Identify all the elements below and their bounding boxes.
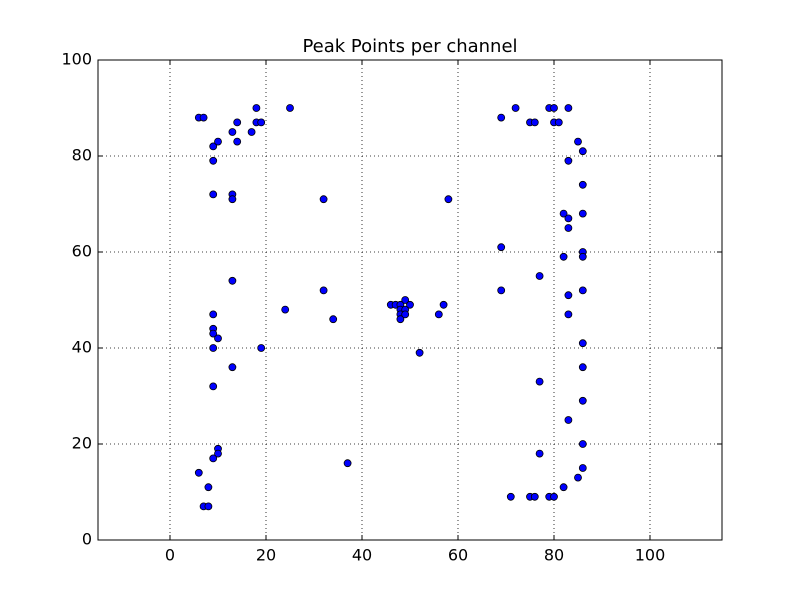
point [497, 243, 506, 252]
point [578, 464, 587, 472]
point [550, 104, 558, 112]
point [401, 310, 410, 319]
point [233, 118, 242, 127]
point [511, 104, 520, 112]
point [319, 195, 328, 204]
point [209, 382, 218, 391]
x-tick-label: 80 [544, 546, 564, 565]
point [228, 276, 237, 285]
point [329, 315, 338, 324]
point [209, 329, 218, 338]
point [209, 190, 218, 199]
point [415, 348, 424, 357]
point [194, 468, 203, 477]
point [506, 492, 515, 501]
point [578, 363, 587, 372]
point [564, 214, 573, 223]
point [257, 118, 266, 127]
point [578, 440, 587, 448]
x-tick-label: 20 [256, 546, 276, 565]
plot-frame [97, 59, 723, 541]
point [444, 195, 453, 204]
point [281, 305, 290, 314]
point [550, 492, 558, 501]
point [209, 310, 218, 319]
point [228, 128, 237, 136]
point [578, 339, 587, 348]
y-tick-label: 40 [72, 338, 92, 357]
point [209, 142, 218, 151]
x-tick-label: 0 [165, 546, 175, 565]
point [209, 454, 218, 463]
point [233, 137, 242, 146]
y-tick-label: 100 [61, 50, 92, 69]
point [439, 300, 448, 309]
point [564, 310, 573, 319]
y-tick-label: 60 [72, 242, 92, 261]
point [530, 118, 539, 127]
point [319, 286, 328, 295]
point [257, 344, 266, 352]
point [209, 344, 218, 352]
point [396, 315, 405, 324]
y-tick-label: 80 [72, 146, 92, 165]
point [214, 449, 222, 458]
point [214, 137, 222, 146]
point [228, 195, 237, 204]
point [574, 137, 582, 146]
point [401, 296, 410, 304]
point [199, 113, 208, 122]
point [286, 104, 294, 112]
point [343, 459, 352, 468]
point [252, 104, 261, 112]
point [564, 156, 573, 165]
point [535, 449, 544, 458]
point [578, 396, 587, 405]
point [559, 252, 568, 261]
point [497, 113, 506, 122]
x-tick-label: 100 [635, 546, 666, 565]
x-tick-label: 60 [448, 546, 468, 565]
point [214, 334, 222, 343]
point [497, 286, 506, 295]
point [406, 300, 414, 309]
point [228, 363, 237, 372]
point [564, 291, 573, 300]
point [578, 180, 587, 189]
point [535, 377, 544, 386]
point [530, 492, 539, 501]
y-tick-label: 0 [82, 530, 92, 549]
point [559, 209, 568, 218]
point [578, 286, 587, 295]
point [578, 147, 587, 156]
point [578, 209, 587, 218]
point [564, 104, 573, 112]
point [578, 252, 587, 261]
y-tick-label: 20 [72, 434, 92, 453]
point [574, 473, 582, 482]
point [204, 502, 213, 511]
chart-title: Peak Points per channel [302, 36, 517, 57]
point [554, 118, 563, 127]
point [535, 272, 544, 280]
point [434, 310, 443, 319]
point [564, 416, 573, 424]
point [564, 224, 573, 232]
point [204, 483, 213, 492]
point [209, 156, 218, 165]
x-tick-label: 40 [352, 546, 372, 565]
point [247, 128, 256, 136]
point [559, 483, 568, 492]
